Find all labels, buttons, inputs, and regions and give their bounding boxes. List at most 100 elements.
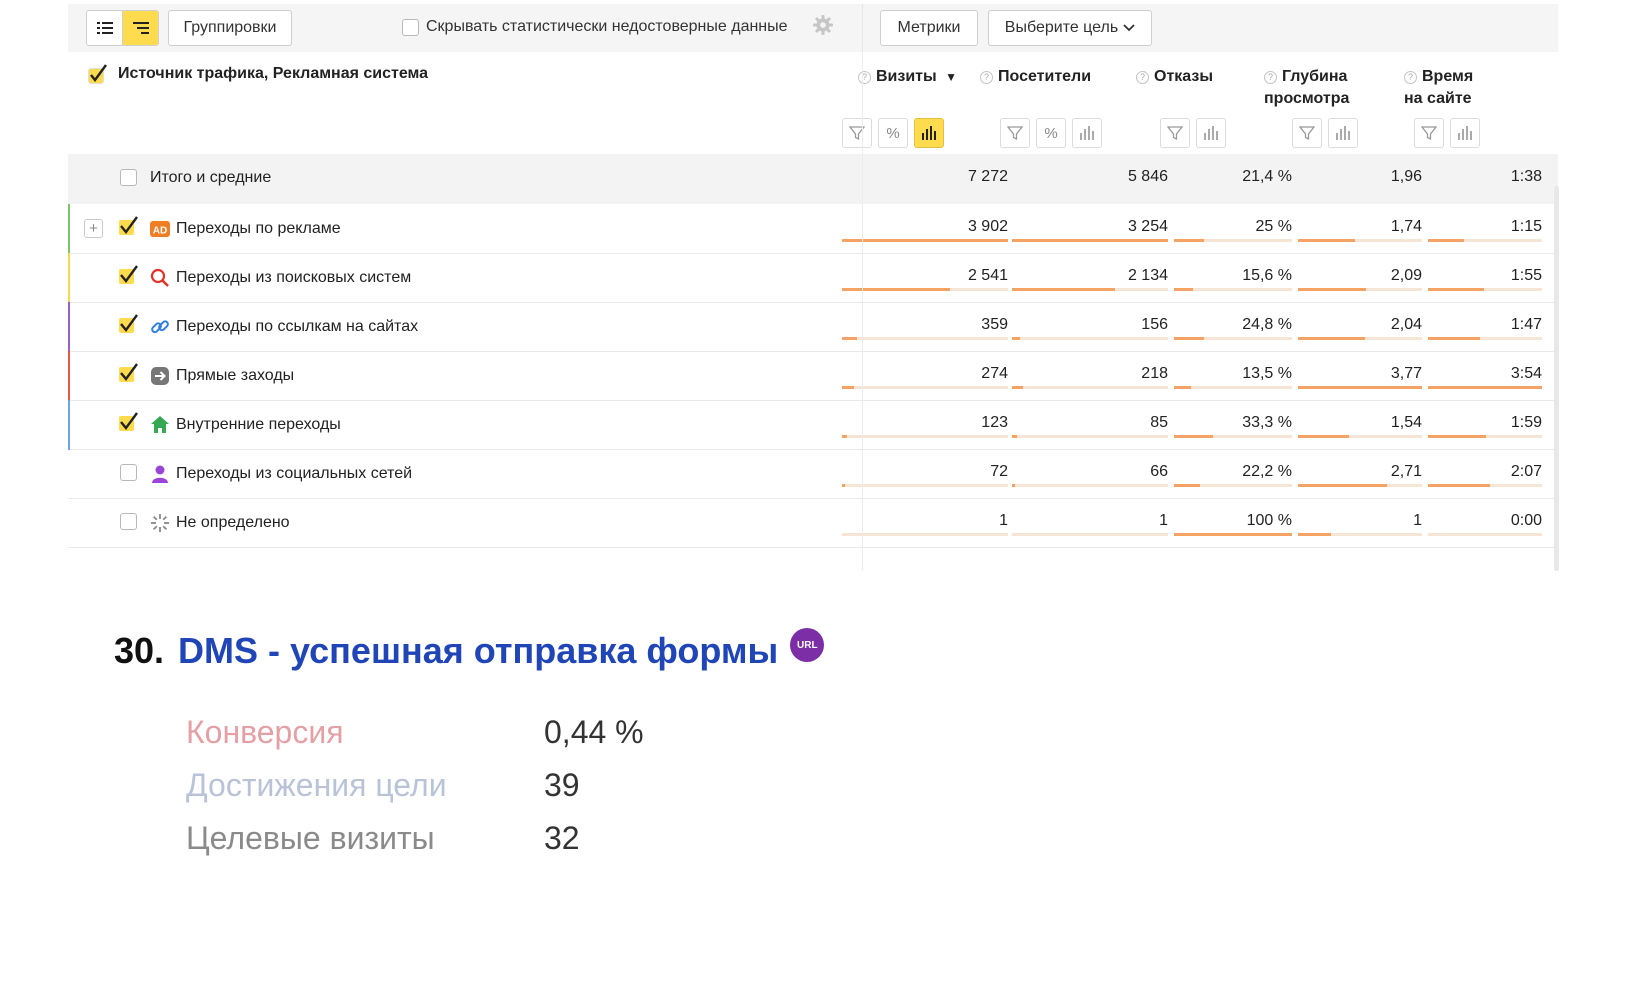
cell-visitors: 85 [1012,400,1168,450]
goal-select[interactable]: Выберите цель [988,10,1152,46]
table-row[interactable]: Внутренние переходы 123 85 33,3 % 1,54 1:59 [68,400,1558,450]
cell-depth: 2,04 [1298,302,1422,352]
bar-track [1428,386,1542,389]
bar-fill [1298,288,1367,291]
cell-value: 2 541 [967,267,1008,284]
cell-visits: 359 [842,302,1008,352]
help-icon[interactable]: ? [858,71,871,84]
row-checkbox[interactable] [118,412,140,437]
bar-chart-icon[interactable] [1196,118,1226,148]
checkmark-icon[interactable] [88,64,108,84]
tree-view-button[interactable] [122,11,158,45]
bar-fill [1012,386,1023,389]
svg-text:AD: AD [153,226,167,237]
goal-name-link[interactable]: DMS - успешная отправка формы [178,630,779,671]
row-checkbox[interactable] [118,363,140,388]
bar-track [1428,239,1542,242]
visitors-tools: % [1000,118,1102,148]
row-checkbox[interactable] [120,464,137,486]
filter-icon[interactable] [1000,118,1030,148]
row-label-text: Переходы из социальных сетей [176,465,413,482]
goal-stat-label-reaches: Достижения цели [186,767,447,803]
cell-depth: 1 [1298,498,1422,548]
row-color-marker [68,204,70,254]
bar-track [1428,435,1542,438]
percent-icon[interactable]: % [1036,118,1066,148]
bar-track [1174,533,1292,536]
column-header-visitors[interactable]: ? Посетители [980,66,1091,88]
bar-track [1298,484,1422,487]
table-row[interactable]: Переходы из поисковых систем 2 541 2 134 15… [68,253,1558,303]
bar-track [1174,337,1292,340]
bar-fill [1174,386,1191,389]
column-header-bounces[interactable]: ? Отказы [1136,66,1213,88]
row-checkbox[interactable] [120,513,137,535]
column-header-depth[interactable]: ? Глубина просмотра [1264,68,1350,107]
total-row[interactable]: Итого и средние 7 272 5 846 21,4 % 1,96 1:38 [68,154,1558,204]
bar-chart-icon[interactable] [1328,118,1358,148]
row-checkbox[interactable] [120,169,137,191]
bar-fill [1174,435,1213,438]
cell-value: 2,04 [1390,316,1422,333]
bar-track [1012,484,1168,487]
table-row[interactable]: Переходы по ссылкам на сайтах 359 156 24,8 … [68,302,1558,352]
bar-chart-icon[interactable] [914,118,944,148]
bar-fill [1428,288,1484,291]
help-icon[interactable]: ? [1404,71,1417,84]
bar-track [842,337,1008,340]
bar-chart-icon[interactable] [1450,118,1480,148]
cell-bounces: 100 % [1174,498,1292,548]
list-view-button[interactable] [87,11,122,45]
table-header: Источник трафика, Рекламная система ? Виз… [68,52,1558,162]
bar-chart-icon[interactable] [1072,118,1102,148]
bar-fill [1012,288,1115,291]
bar-track [1298,386,1422,389]
help-icon[interactable]: ? [1136,71,1149,84]
cell-depth: 3,77 [1298,351,1422,401]
cell-value: 1,96 [1390,168,1422,185]
cell-value: 218 [1141,365,1168,382]
percent-icon[interactable]: % [878,118,908,148]
groupings-button[interactable]: Группировки [168,10,292,46]
hide-unreliable-checkbox[interactable] [402,18,419,36]
cell-time: 3:54 [1428,351,1542,401]
filter-icon[interactable] [842,118,872,148]
expand-plus-icon[interactable]: + [84,219,103,238]
metrics-button[interactable]: Метрики [880,10,978,46]
home-icon [150,415,170,435]
help-icon[interactable]: ? [980,71,993,84]
vertical-scrollbar[interactable] [1554,186,1559,571]
row-checkbox[interactable] [118,216,140,241]
direct-icon [150,366,170,386]
hide-unreliable-toggle[interactable]: Скрывать статистически недостоверные дан… [402,18,788,36]
cell-bounces: 25 % [1174,204,1292,254]
help-icon[interactable]: ? [1264,71,1277,84]
row-label-text: Внутренние переходы [176,416,341,433]
goal-stat-label-target-visits: Целевые визиты [186,820,435,856]
row-checkbox[interactable] [118,314,140,339]
column-header-visits[interactable]: ? Визиты ▼ [858,66,957,88]
cell-value: 1 [1413,512,1422,529]
filter-icon[interactable] [1160,118,1190,148]
bar-fill [1298,386,1422,389]
cell-visitors: 218 [1012,351,1168,401]
row-label: AD Переходы по рекламе [150,219,341,239]
bar-track [842,435,1008,438]
goal-select-label: Выберите цель [1004,19,1119,36]
row-checkbox[interactable] [118,265,140,290]
bar-track [1174,435,1292,438]
filter-icon[interactable] [1292,118,1322,148]
table-row[interactable]: Прямые заходы 274 218 13,5 % 3,77 3:54 [68,351,1558,401]
table-row[interactable]: + AD Переходы по рекламе 3 902 3 254 25 % 1,74… [68,204,1558,254]
bar-track [1298,337,1422,340]
cell-value: 2,09 [1390,267,1422,284]
cell-depth: 2,71 [1298,449,1422,499]
gear-icon[interactable] [812,14,834,41]
cell-value: 274 [981,365,1008,382]
table-row[interactable]: Не определено 1 1 100 % 1 0:00 [68,498,1558,548]
column-header-time[interactable]: ? Время на сайте [1404,68,1474,107]
table-row[interactable]: Переходы из социальных сетей 72 66 22,2 % 2,… [68,449,1558,499]
bar-fill [1428,435,1487,438]
filter-icon[interactable] [1414,118,1444,148]
bar-fill [842,484,846,487]
